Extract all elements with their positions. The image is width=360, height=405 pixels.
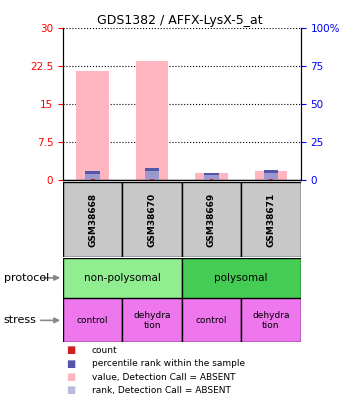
Text: control: control — [196, 316, 227, 325]
FancyBboxPatch shape — [63, 182, 122, 257]
Text: GSM38668: GSM38668 — [88, 193, 97, 247]
Bar — [85, 174, 100, 180]
Text: dehydra
tion: dehydra tion — [133, 311, 171, 330]
FancyBboxPatch shape — [182, 258, 301, 298]
Text: polysomal: polysomal — [215, 273, 268, 283]
Text: value, Detection Call = ABSENT: value, Detection Call = ABSENT — [92, 373, 235, 382]
FancyBboxPatch shape — [182, 182, 241, 257]
Bar — [150, 179, 154, 180]
Text: ■: ■ — [67, 372, 76, 382]
Text: GSM38669: GSM38669 — [207, 193, 216, 247]
Bar — [85, 171, 100, 174]
Text: count: count — [92, 346, 117, 355]
Text: GSM38671: GSM38671 — [266, 193, 275, 247]
Text: control: control — [77, 316, 108, 325]
Text: dehydra
tion: dehydra tion — [252, 311, 290, 330]
FancyBboxPatch shape — [241, 298, 301, 342]
Bar — [76, 71, 109, 180]
Bar — [195, 173, 228, 180]
FancyBboxPatch shape — [182, 298, 241, 342]
FancyBboxPatch shape — [122, 298, 182, 342]
Bar — [264, 170, 278, 173]
FancyBboxPatch shape — [122, 182, 182, 257]
Text: ■: ■ — [67, 386, 76, 395]
Text: non-polysomal: non-polysomal — [84, 273, 161, 283]
FancyBboxPatch shape — [63, 258, 182, 298]
Bar — [269, 179, 273, 180]
Bar — [255, 171, 287, 180]
Text: ■: ■ — [67, 359, 76, 369]
Text: stress: stress — [4, 315, 36, 325]
Bar — [264, 173, 278, 180]
Text: GDS1382 / AFFX-LysX-5_at: GDS1382 / AFFX-LysX-5_at — [97, 14, 263, 27]
Text: percentile rank within the sample: percentile rank within the sample — [92, 359, 245, 368]
Text: protocol: protocol — [4, 273, 49, 283]
Text: GSM38670: GSM38670 — [148, 193, 157, 247]
Bar — [136, 61, 168, 180]
Bar — [91, 179, 95, 180]
Bar — [210, 179, 213, 180]
Text: ■: ■ — [67, 345, 76, 355]
Bar — [204, 173, 219, 175]
Bar — [204, 175, 219, 180]
FancyBboxPatch shape — [241, 182, 301, 257]
Bar — [145, 171, 159, 180]
FancyBboxPatch shape — [63, 298, 122, 342]
Text: rank, Detection Call = ABSENT: rank, Detection Call = ABSENT — [92, 386, 231, 395]
Bar — [145, 168, 159, 171]
